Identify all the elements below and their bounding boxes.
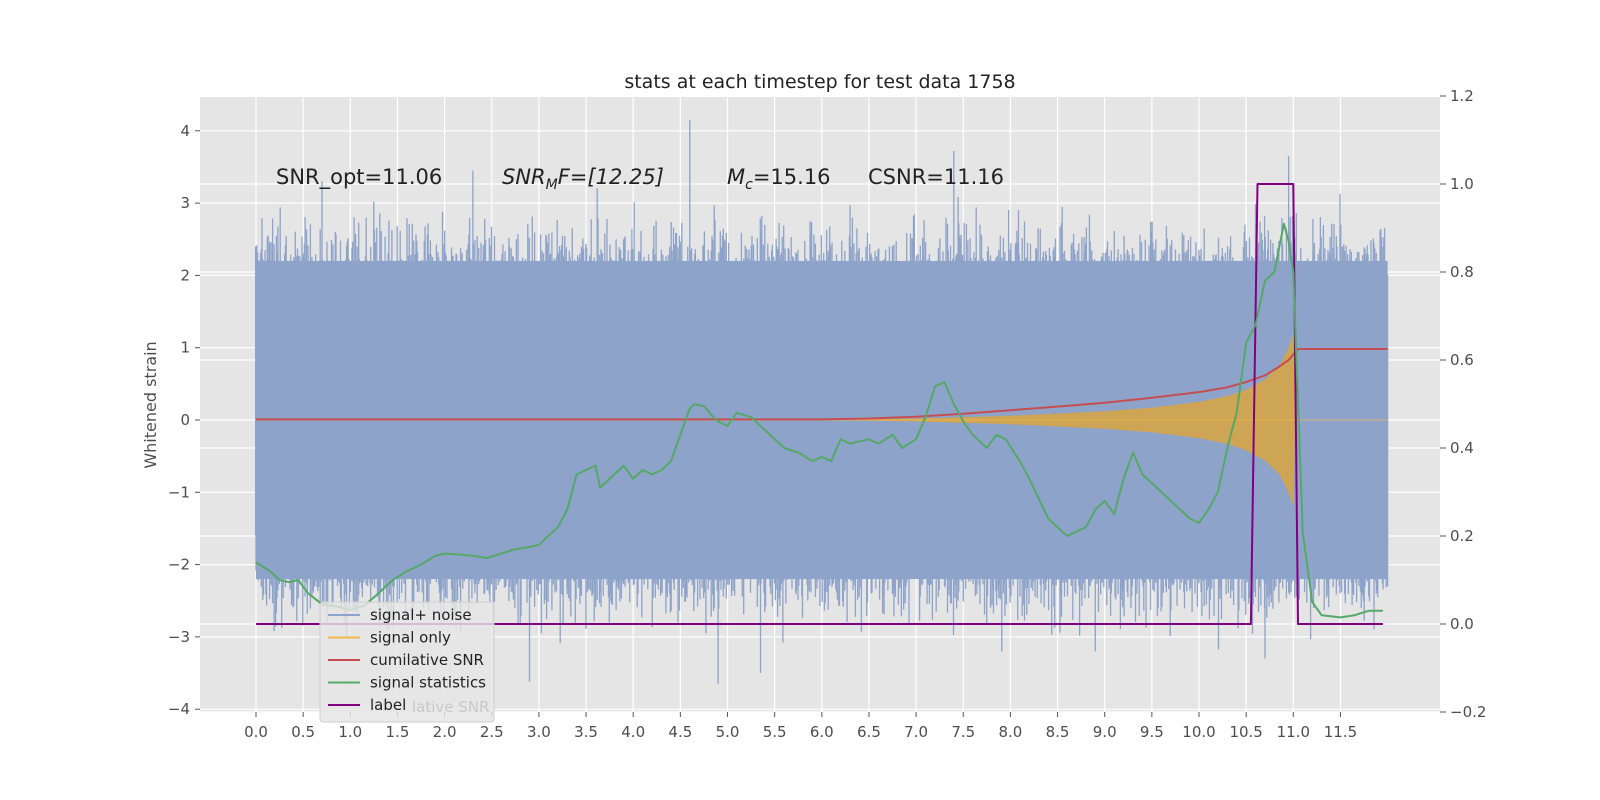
y-tick-label: 3: [180, 194, 190, 212]
legend-label: signal+ noise: [370, 606, 472, 624]
annotation-mc-main: M: [727, 165, 745, 189]
x-tick-label: 6.0: [810, 723, 834, 741]
axes: 0.0 0.5 1.0 1.5 2.0 2.5 3.0 3.5 4.0 4.5 5.0 5.5 6.0 6…: [168, 87, 1487, 741]
y-tick-label: 0: [180, 411, 190, 429]
x-tick-label: 2.0: [433, 723, 457, 741]
x-tick-label: 11.0: [1277, 723, 1310, 741]
y2-tick-label: 1.0: [1450, 175, 1474, 193]
x-tick-label: 2.5: [480, 723, 504, 741]
x-tick-label: 0.5: [291, 723, 315, 741]
x-tick-label: 5.0: [716, 723, 740, 741]
x-tick-label: 4.5: [668, 723, 692, 741]
x-tick-label: 11.5: [1324, 723, 1357, 741]
x-tick-label: 1.5: [386, 723, 410, 741]
legend-ghost-text: lative SNR: [412, 698, 489, 716]
cumulative-snr-line: [256, 348, 1388, 421]
y-tick-label: 1: [180, 339, 190, 357]
legend: lative SNR signal+ noise signal only cumil…: [319, 601, 495, 723]
y2-tick-label: 0.4: [1450, 439, 1474, 457]
y2-tick-label: 0.8: [1450, 263, 1474, 281]
x-tick-label: 8.0: [998, 723, 1022, 741]
x-tick-label: 6.5: [857, 723, 881, 741]
y-tick-label: −4: [168, 700, 190, 718]
annotation-snr-opt: SNR_opt=11.06: [276, 165, 442, 190]
legend-label: label: [370, 696, 406, 714]
annotation-snr-mf-sub: M: [546, 177, 558, 193]
annotation-mc-rest: =15.16: [753, 165, 831, 189]
y-tick-label: −1: [168, 483, 190, 501]
signal-statistics-line: [255, 222, 1383, 619]
legend-label: cumilative SNR: [370, 651, 484, 669]
annotation-snr-mf-rest: F=[12.25]: [558, 165, 664, 189]
annotation-mc: Mc=15.16: [727, 165, 831, 193]
x-tick-label: 3.0: [527, 723, 551, 741]
y-tick-label: −2: [168, 556, 190, 574]
annotation-snr-mf-main: SNR: [502, 165, 546, 189]
x-tick-label: 5.5: [763, 723, 787, 741]
y-tick-label: 4: [180, 122, 190, 140]
y2-tick-label: 1.2: [1450, 87, 1474, 105]
y2-tick-label: 0.0: [1450, 615, 1474, 633]
y2-tick-label: 0.6: [1450, 351, 1474, 369]
legend-label: signal statistics: [370, 674, 486, 692]
x-tick-label: 1.0: [338, 723, 362, 741]
y-axis-title: Whitened strain: [141, 341, 160, 468]
annotation-csnr: CSNR=11.16: [868, 165, 1004, 189]
annotation-mc-sub: c: [745, 177, 753, 193]
legend-box: [319, 601, 495, 723]
legend-label: signal only: [370, 629, 451, 647]
series-lines: [255, 183, 1388, 625]
label-line: [256, 183, 1383, 625]
y-tick-label: −3: [168, 628, 190, 646]
x-tick-label: 4.0: [621, 723, 645, 741]
x-tick-label: 0.0: [244, 723, 268, 741]
x-tick-label: 8.5: [1046, 723, 1070, 741]
x-tick-label: 10.5: [1229, 723, 1262, 741]
x-tick-label: 3.5: [574, 723, 598, 741]
y2-tick-label: −0.2: [1450, 703, 1486, 721]
x-tick-label: 9.0: [1093, 723, 1117, 741]
x-tick-label: 7.5: [951, 723, 975, 741]
y-tick-label: 2: [180, 266, 190, 284]
x-tick-label: 10.0: [1182, 723, 1215, 741]
x-tick-label: 9.5: [1140, 723, 1164, 741]
chart-title: stats at each timestep for test data 175…: [624, 71, 1015, 93]
annotation-snr-mf: SNRMF=[12.25]: [502, 165, 664, 193]
y2-tick-label: 0.2: [1450, 527, 1474, 545]
x-tick-label: 7.0: [904, 723, 928, 741]
